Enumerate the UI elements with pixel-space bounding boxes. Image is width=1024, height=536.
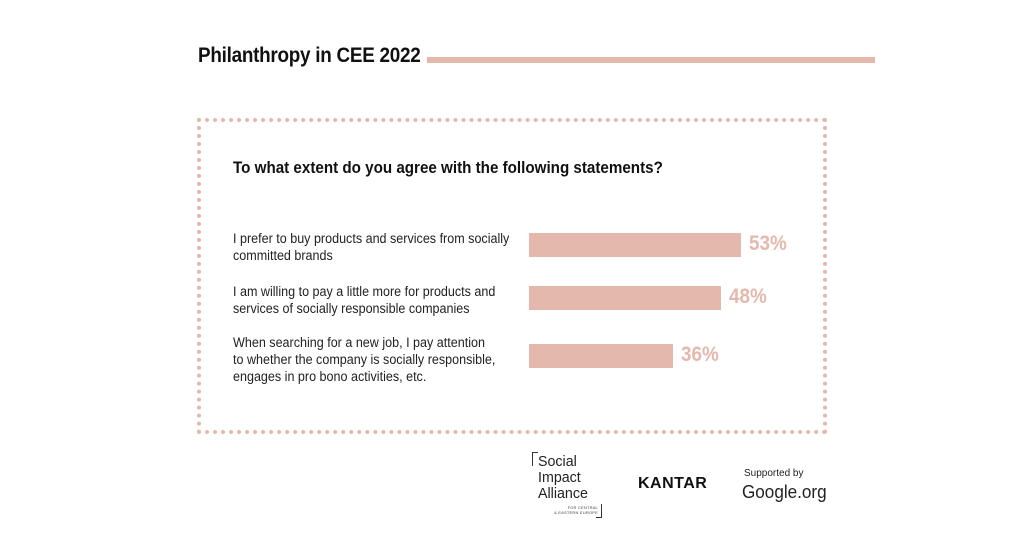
- data-label: 36%: [681, 343, 719, 366]
- sia-logo-line: Alliance: [538, 485, 588, 502]
- page-title: Philanthropy in CEE 2022: [198, 44, 421, 67]
- chart-frame: [197, 118, 827, 434]
- category-label: to whether the company is socially respo…: [233, 352, 496, 367]
- sia-logo-subline: & EASTERN EUROPE: [554, 510, 598, 515]
- category-label: engages in pro bono activities, etc.: [233, 369, 427, 384]
- chart-title: To what extent do you agree with the fol…: [233, 159, 663, 177]
- data-label: 53%: [749, 232, 787, 255]
- category-label: committed brands: [233, 248, 333, 263]
- title-rule: [427, 57, 875, 63]
- bar: [529, 233, 741, 257]
- kantar-logo: KANTAR: [638, 475, 708, 492]
- category-label: I am willing to pay a little more for pr…: [233, 284, 496, 299]
- category-label: services of socially responsible compani…: [233, 301, 470, 316]
- bar: [529, 344, 673, 368]
- sia-logo-line: Social: [538, 453, 577, 470]
- sia-logo-line: Impact: [538, 469, 581, 486]
- data-label: 48%: [729, 285, 767, 308]
- social-impact-alliance-logo: Social Impact Alliance FOR CENTRAL & EAS…: [532, 452, 602, 518]
- category-label: When searching for a new job, I pay atte…: [233, 335, 485, 350]
- bar: [529, 286, 721, 310]
- category-label: I prefer to buy products and services fr…: [233, 231, 510, 246]
- google-org-logo: Google.org: [742, 482, 827, 502]
- supported-by-label: Supported by: [744, 468, 804, 479]
- sia-logo-subline: FOR CENTRAL: [567, 505, 598, 510]
